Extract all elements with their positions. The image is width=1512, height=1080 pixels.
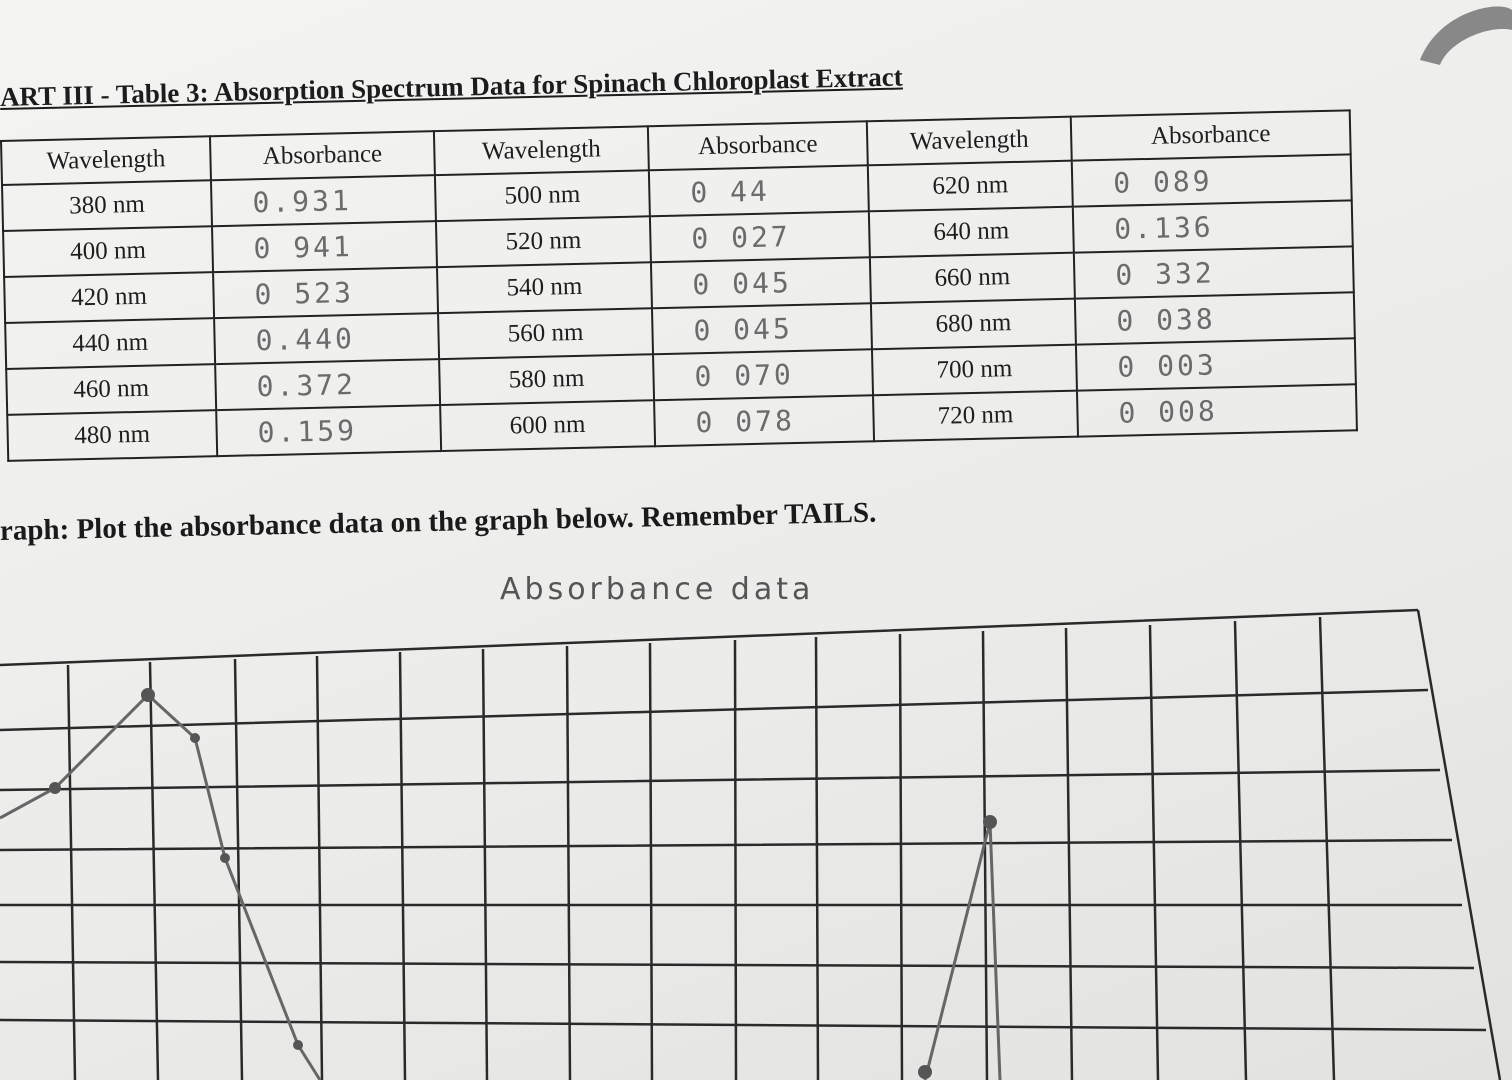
binder-ring [1420, 6, 1512, 65]
plotted-points [49, 688, 997, 1079]
graph-handwritten-title: Absorbance data [500, 572, 815, 607]
grid-lines [0, 608, 1502, 1080]
